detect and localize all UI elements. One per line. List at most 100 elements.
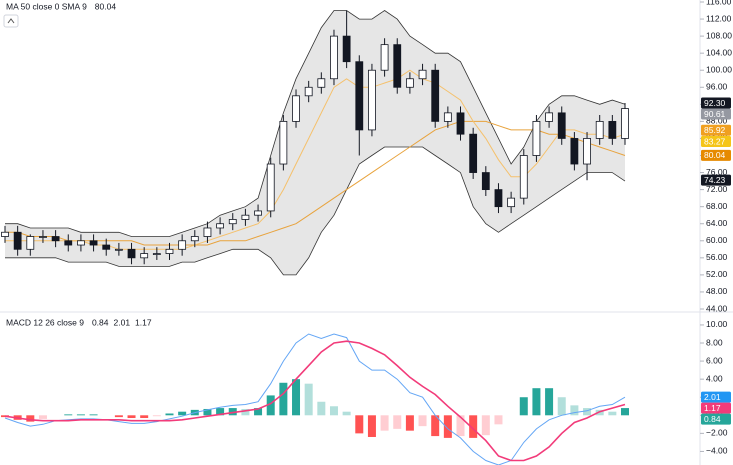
histogram-bar bbox=[89, 414, 98, 416]
histogram-bar bbox=[532, 388, 541, 416]
candle-body bbox=[13, 231, 22, 250]
candle-body bbox=[519, 155, 528, 199]
histogram-bar bbox=[494, 415, 503, 425]
histogram-bar bbox=[26, 415, 35, 422]
candle-body bbox=[1, 231, 9, 237]
histogram-bar bbox=[241, 408, 250, 416]
candle-body bbox=[77, 240, 85, 246]
y-tick-label: 64.00 bbox=[706, 218, 728, 228]
histogram-bar bbox=[443, 415, 452, 438]
histogram-bar bbox=[367, 415, 376, 437]
candle-body bbox=[152, 253, 161, 255]
candle-body bbox=[456, 112, 465, 135]
candle-body bbox=[165, 248, 174, 254]
candle-body bbox=[481, 172, 490, 191]
price-badge bbox=[701, 108, 731, 120]
band-fill bbox=[5, 10, 625, 275]
candle-body bbox=[203, 227, 212, 237]
histogram-bar bbox=[152, 415, 161, 417]
histogram-bar bbox=[393, 415, 402, 429]
candle-body bbox=[368, 69, 376, 131]
histogram-bar bbox=[114, 415, 123, 418]
plot bbox=[1, 10, 629, 276]
histogram-bar bbox=[292, 379, 301, 416]
y-tick-label: 96.00 bbox=[706, 82, 728, 92]
histogram-bar bbox=[481, 415, 490, 436]
collapse-icon bbox=[7, 18, 15, 24]
plot bbox=[1, 333, 629, 465]
candle-body bbox=[51, 236, 60, 242]
price-badge bbox=[701, 391, 731, 403]
y-tick-label: −4.00 bbox=[706, 446, 728, 456]
price-badge bbox=[701, 97, 731, 109]
price-badge bbox=[701, 124, 731, 136]
y-tick-label: 10.00 bbox=[706, 319, 728, 329]
candle-body bbox=[342, 35, 351, 63]
y-tick-label: 44.00 bbox=[706, 303, 728, 313]
histogram-bar bbox=[431, 415, 440, 437]
y-tick-label: 68.00 bbox=[706, 201, 728, 211]
candle-body bbox=[583, 138, 591, 165]
candle-body bbox=[114, 248, 123, 251]
price-badge-label: 92.30 bbox=[704, 98, 726, 108]
y-tick-label: 104.00 bbox=[706, 47, 732, 57]
y-tick-label: 112.00 bbox=[706, 13, 732, 23]
histogram-bar bbox=[38, 415, 47, 419]
candle-body bbox=[127, 248, 136, 259]
candle-body bbox=[405, 78, 414, 88]
y-tick-label: 8.00 bbox=[706, 337, 723, 347]
histogram-bar bbox=[127, 415, 136, 419]
y-tick-label: 60.00 bbox=[706, 235, 728, 245]
histogram-bar bbox=[380, 415, 389, 431]
y-tick-label: 72.00 bbox=[706, 184, 728, 194]
candle-body bbox=[418, 69, 427, 80]
candle-body bbox=[254, 210, 262, 216]
ma-line bbox=[5, 120, 626, 246]
band-upper bbox=[5, 10, 626, 237]
price-badge-label: 2.01 bbox=[704, 392, 721, 402]
y-tick-label: 4.00 bbox=[706, 373, 723, 383]
histogram-bar bbox=[216, 408, 225, 416]
histogram-bar bbox=[165, 413, 174, 416]
candle-body bbox=[393, 44, 402, 88]
histogram-bar bbox=[456, 415, 465, 437]
y-tick-label: 116.00 bbox=[706, 0, 732, 6]
histogram-bar bbox=[405, 415, 414, 431]
histogram-bar bbox=[519, 397, 528, 416]
y-tick-label: 56.00 bbox=[706, 252, 728, 262]
price-badge-label: 85.92 bbox=[704, 125, 726, 135]
histogram-bar bbox=[545, 388, 554, 416]
histogram-bar bbox=[469, 415, 478, 438]
histogram-bar bbox=[228, 408, 237, 416]
candle-body bbox=[380, 44, 389, 71]
y-tick-label: 108.00 bbox=[706, 30, 732, 40]
legend-value: 2.01 bbox=[114, 317, 131, 327]
histogram-bar bbox=[329, 406, 338, 416]
price-badge bbox=[701, 136, 731, 148]
candle-body bbox=[494, 189, 503, 208]
legend-value: 0.84 bbox=[92, 317, 109, 327]
y-tick-label: 48.00 bbox=[706, 286, 728, 296]
histogram-bar bbox=[570, 405, 579, 416]
candle-body bbox=[140, 253, 149, 259]
histogram-bar bbox=[608, 411, 617, 416]
histogram-bar bbox=[64, 414, 73, 416]
collapse-button[interactable] bbox=[3, 14, 19, 28]
candle-body bbox=[507, 197, 516, 208]
histogram-bar bbox=[355, 415, 364, 434]
candle-body bbox=[545, 112, 553, 122]
y-tick-label: 100.00 bbox=[706, 64, 732, 74]
price-badge-label: 1.17 bbox=[704, 403, 721, 413]
histogram-bar bbox=[178, 411, 187, 416]
price-badge bbox=[701, 402, 731, 414]
candle-body bbox=[570, 138, 579, 165]
candle-body bbox=[102, 244, 111, 250]
candle-body bbox=[241, 214, 250, 220]
candle-body bbox=[557, 112, 566, 139]
legend-value: 1.17 bbox=[135, 317, 152, 327]
histogram-bar bbox=[140, 415, 149, 419]
candle-body bbox=[431, 69, 440, 122]
price-badge-label: 80.04 bbox=[704, 150, 726, 160]
candle-body bbox=[443, 112, 452, 122]
candle-body bbox=[279, 120, 288, 165]
